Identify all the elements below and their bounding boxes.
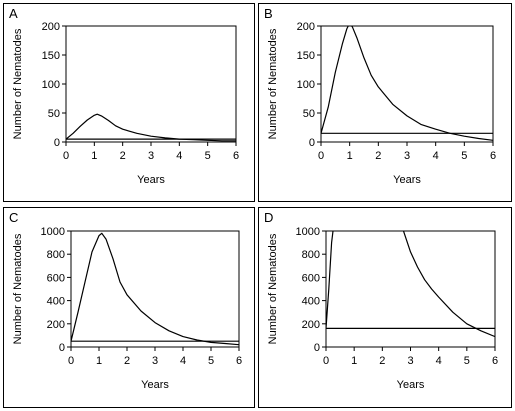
y-tick-label: 50 (48, 108, 60, 120)
y-axis-label: Number of Nematodes (267, 233, 279, 344)
panel-label: A (9, 6, 18, 21)
chart-svg: 0 50 100 150 200 0 1 2 3 4 5 6 Years Number of Nemato… (12, 21, 239, 186)
y-tick-label: 600 (302, 272, 320, 284)
chart-panel-b: 0 50 100 150 200 0 1 2 3 4 5 6 Years Number of Nemato… (258, 3, 512, 202)
series-line-0 (321, 26, 493, 141)
y-tick-label: 600 (47, 272, 65, 284)
x-axis-label: Years (137, 174, 165, 186)
chart-panel-d: 0 200 400 600 800 1000 0 1 2 3 4 5 6 Years Number of N… (258, 207, 512, 408)
series-group (66, 113, 236, 142)
series-group (71, 232, 239, 346)
y-tick-label: 800 (302, 249, 320, 261)
x-tick-label: 4 (436, 355, 442, 367)
y-tick-label: 1000 (296, 226, 320, 238)
y-tick-label: 400 (47, 296, 65, 308)
x-tick-label: 3 (148, 150, 154, 162)
series-line-0 (71, 232, 239, 346)
x-axis-label: Years (393, 174, 421, 186)
x-tick-label: 5 (464, 355, 470, 367)
y-tick-label: 200 (297, 21, 315, 33)
chart-svg: 0 50 100 150 200 0 1 2 3 4 5 6 Years Number of Nemato… (267, 21, 496, 186)
chart-svg: 0 200 400 600 800 1000 0 1 2 3 4 5 6 Years Number of N… (267, 226, 498, 391)
x-tick-label: 0 (68, 355, 74, 367)
x-tick-label: 0 (63, 150, 69, 162)
y-tick-label: 0 (59, 342, 65, 354)
panel-label: B (264, 6, 273, 21)
x-axis-label: Years (141, 379, 169, 391)
x-tick-label: 2 (124, 355, 130, 367)
y-tick-label: 0 (309, 137, 315, 149)
x-tick-label: 4 (433, 150, 439, 162)
y-axis-label: Number of Nematodes (12, 233, 24, 344)
series-line-0 (66, 113, 236, 142)
x-tick-label: 6 (490, 150, 496, 162)
x-tick-label: 0 (323, 355, 329, 367)
y-tick-label: 200 (47, 319, 65, 331)
y-tick-label: 400 (302, 296, 320, 308)
series-group (326, 231, 495, 338)
plot-frame (320, 25, 494, 143)
y-tick-label: 150 (297, 50, 315, 62)
plot-frame (325, 230, 496, 348)
panel-label: C (9, 210, 19, 225)
x-tick-label: 3 (407, 355, 413, 367)
x-tick-label: 6 (236, 355, 242, 367)
chart-panel-a: 0 50 100 150 200 0 1 2 3 4 5 6 Years Number of Nemato… (3, 3, 255, 202)
series-group (321, 26, 493, 141)
x-tick-label: 4 (180, 355, 186, 367)
x-tick-label: 1 (91, 150, 97, 162)
x-tick-label: 3 (404, 150, 410, 162)
y-axis-label: Number of Nematodes (12, 28, 24, 139)
y-tick-label: 100 (42, 79, 60, 91)
chart-panel-c: 0 200 400 600 800 1000 0 1 2 3 4 5 6 Years Number of N… (3, 207, 255, 408)
x-tick-label: 2 (375, 150, 381, 162)
y-tick-label: 1000 (41, 226, 65, 238)
y-tick-label: 200 (42, 21, 60, 33)
x-tick-label: 4 (176, 150, 182, 162)
panel-label: D (264, 210, 274, 225)
x-tick-label: 5 (205, 150, 211, 162)
x-tick-label: 6 (492, 355, 498, 367)
y-tick-label: 0 (54, 137, 60, 149)
plot-frame (70, 230, 240, 348)
y-tick-label: 800 (47, 249, 65, 261)
y-axis-label: Number of Nematodes (267, 28, 279, 139)
y-tick-label: 200 (302, 319, 320, 331)
x-tick-label: 5 (208, 355, 214, 367)
y-tick-label: 100 (297, 79, 315, 91)
x-tick-label: 6 (233, 150, 239, 162)
x-tick-label: 5 (461, 150, 467, 162)
x-axis-label: Years (397, 379, 425, 391)
series-line-1 (402, 231, 495, 338)
chart-svg: 0 200 400 600 800 1000 0 1 2 3 4 5 6 Years Number of N… (12, 226, 242, 391)
x-tick-label: 0 (318, 150, 324, 162)
x-tick-label: 2 (120, 150, 126, 162)
x-tick-label: 1 (347, 150, 353, 162)
x-tick-label: 2 (379, 355, 385, 367)
series-line-0 (326, 231, 334, 329)
x-tick-label: 3 (152, 355, 158, 367)
plot-frame (65, 25, 237, 143)
x-tick-label: 1 (351, 355, 357, 367)
y-tick-label: 0 (314, 342, 320, 354)
x-tick-label: 1 (96, 355, 102, 367)
y-tick-label: 50 (303, 108, 315, 120)
y-tick-label: 150 (42, 50, 60, 62)
